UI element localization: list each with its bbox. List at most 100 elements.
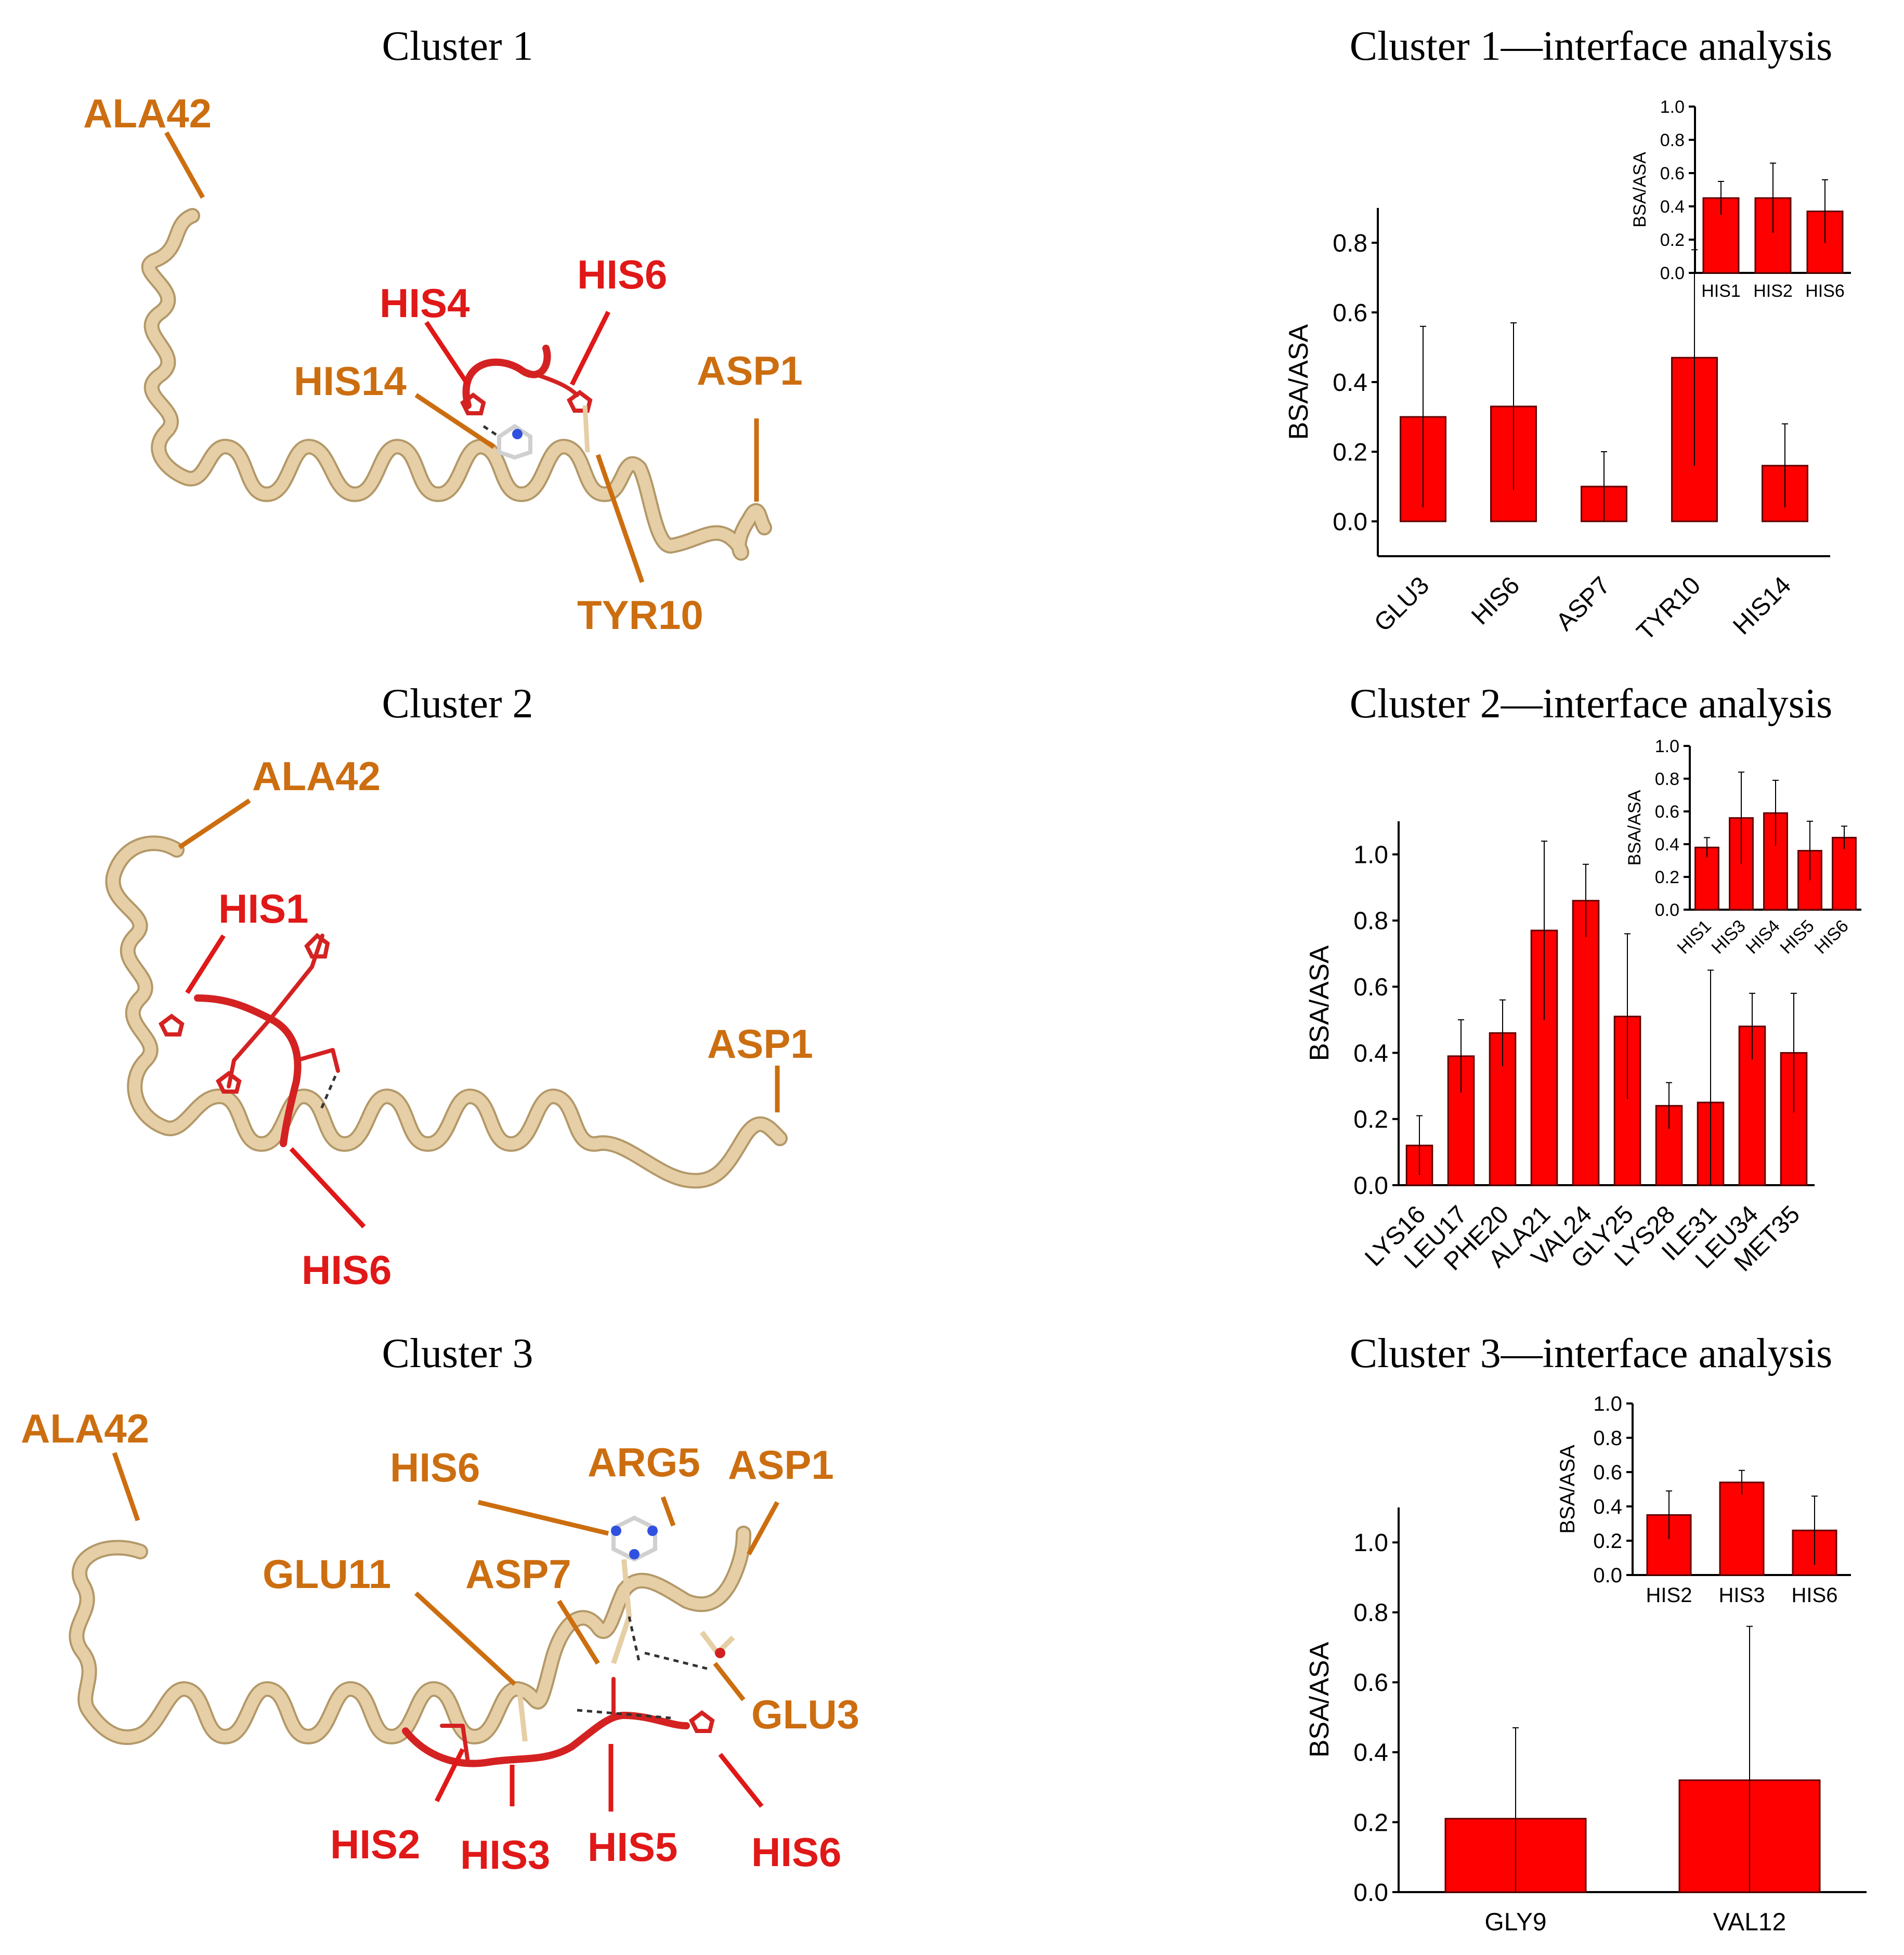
protein-ribbon-2 xyxy=(105,835,788,1189)
main-y-tick-label: 0.4 xyxy=(1353,1040,1388,1067)
his-residues-2 xyxy=(158,933,340,1147)
main-y-tick-label: 0.6 xyxy=(1333,299,1367,327)
inset-y-tick-label: 0.6 xyxy=(1655,802,1679,822)
chart-plot-1: 0.0 0.2 0.4 0.6 0.8 BSA/ASA GLU3 HIS6 ASP7 TYR10 H… xyxy=(1284,97,1851,646)
inset-x-tick-label: HIS6 xyxy=(1811,916,1853,957)
inset-y-axis-label: BSA/ASA xyxy=(1556,1445,1579,1534)
chart-title-3: Cluster 3—interface analysis xyxy=(1350,1331,1833,1376)
inset-y-tick-label: 0.2 xyxy=(1660,230,1685,250)
chart-title-2: Cluster 2—interface analysis xyxy=(1350,681,1833,727)
chart-plot-2: 0.00.20.40.60.81.0BSA/ASALYS16LEU17PHE20… xyxy=(1305,737,1861,1277)
main-x-tick-label: HIS14 xyxy=(1728,572,1796,640)
label-asp7: ASP7 xyxy=(465,1551,571,1597)
inset-x-tick-label: HIS1 xyxy=(1674,916,1715,957)
main-y-tick-label: 0.6 xyxy=(1353,974,1388,1001)
main-y-tick-label: 1.0 xyxy=(1353,1529,1388,1557)
structure-cluster-1: Cluster 1 ALA42 HIS4 HIS6 HIS14 xyxy=(83,23,803,638)
inset-y-tick-label: 1.0 xyxy=(1660,97,1685,117)
chart-plot-3: 0.0 0.2 0.4 0.6 0.8 1.0 BSA/ASA GLY9 VAL12 0.0 0.2… xyxy=(1305,1393,1867,1936)
main-y-tick-label: 0.2 xyxy=(1353,1809,1388,1836)
inset-x-tick-label: HIS2 xyxy=(1753,281,1793,301)
label-asp1: ASP1 xyxy=(707,1021,813,1067)
residue-labels-2: ALA42 HIS1 ASP1 HIS6 xyxy=(178,753,813,1293)
residue-labels-1: ALA42 HIS4 HIS6 HIS14 ASP1 TYR10 xyxy=(83,90,803,638)
structure-title-2: Cluster 2 xyxy=(382,681,533,727)
main-bar xyxy=(1572,900,1600,1186)
inset-y-axis-label: BSA/ASA xyxy=(1630,152,1650,228)
label-his1: HIS1 xyxy=(218,886,308,931)
chart-cluster-2: Cluster 2—interface analysis 0.0 0.2 0.4 0.… xyxy=(1305,681,1861,1277)
chart-title-1: Cluster 1—interface analysis xyxy=(1350,23,1833,69)
inset-y-tick-label: 0.6 xyxy=(1593,1461,1622,1484)
label-his6: HIS6 xyxy=(577,252,667,297)
protein-ribbon-1 xyxy=(141,208,772,561)
chart-cluster-1: Cluster 1—interface analysis 0.0 0.2 0.4 0.… xyxy=(1284,23,1851,646)
main-y-tick-label: 0.0 xyxy=(1353,1879,1388,1907)
inset-x-tick-label: HIS3 xyxy=(1708,916,1750,957)
inset-bar xyxy=(1832,836,1857,911)
inset-y-tick-label: 0.8 xyxy=(1593,1427,1622,1450)
inset-y-tick-label: 0.8 xyxy=(1660,130,1685,150)
structure-cluster-2: Cluster 2 ALA42 HIS1 ASP1 HIS6 xyxy=(105,681,813,1293)
inset-chart-3: 0.0 0.2 0.4 0.6 0.8 1.0 BSA/ASA HIS2 HIS3 HIS6 xyxy=(1556,1393,1851,1607)
inset-y-axis-label: BSA/ASA xyxy=(1625,790,1645,865)
label-tyr10: TYR10 xyxy=(577,592,703,638)
inset-x-tick-label: HIS2 xyxy=(1646,1584,1692,1607)
inset-y-tick-label: 0.2 xyxy=(1655,868,1679,887)
inset-y-tick-label: 1.0 xyxy=(1655,737,1679,756)
main-x-tick-label: VAL12 xyxy=(1713,1909,1786,1936)
label-glu11: GLU11 xyxy=(263,1551,391,1597)
inset-y-tick-label: 0.0 xyxy=(1660,264,1685,283)
inset-x-tick-label: HIS1 xyxy=(1701,281,1741,301)
main-y-tick-label: 0.0 xyxy=(1333,508,1367,536)
label-asp1: ASP1 xyxy=(697,348,803,393)
main-y-tick-label: 0.8 xyxy=(1353,908,1388,935)
inset-y-tick-label: 0.0 xyxy=(1655,900,1679,920)
main-y-axis-label: BSA/ASA xyxy=(1305,1642,1335,1757)
main-bar xyxy=(1738,1026,1766,1186)
label-his5: HIS5 xyxy=(588,1824,677,1870)
main-x-tick-label: ASP7 xyxy=(1551,572,1615,636)
label-ala42: ALA42 xyxy=(21,1406,149,1451)
main-y-tick-label: 0.2 xyxy=(1333,439,1367,466)
main-y-axis-label: BSA/ASA xyxy=(1284,324,1314,440)
inset-y-tick-label: 0.4 xyxy=(1593,1495,1622,1518)
label-his6: HIS6 xyxy=(302,1247,392,1293)
label-glu3: GLU3 xyxy=(751,1691,859,1737)
main-y-tick-label: 1.0 xyxy=(1353,841,1388,869)
inset-y-tick-label: 0.8 xyxy=(1655,769,1679,789)
inset-x-tick-label: HIS6 xyxy=(1792,1584,1838,1607)
label-his3: HIS3 xyxy=(460,1832,550,1878)
label-ala42: ALA42 xyxy=(252,753,381,799)
inset-x-tick-label: HIS5 xyxy=(1777,916,1818,957)
main-y-tick-label: 0.4 xyxy=(1333,369,1367,397)
label-ala42: ALA42 xyxy=(83,90,212,136)
label-asp1: ASP1 xyxy=(728,1442,834,1488)
inset-y-tick-label: 0.4 xyxy=(1655,835,1679,855)
inset-y-tick-label: 0.0 xyxy=(1593,1564,1622,1587)
inset-y-tick-label: 1.0 xyxy=(1593,1393,1622,1415)
main-x-tick-label: HIS6 xyxy=(1466,572,1525,631)
chart-cluster-3: Cluster 3—interface analysis 0.00.20.40.… xyxy=(1305,1331,1867,1936)
main-y-axis-label: BSA/ASA xyxy=(1305,945,1335,1061)
structure-title-1: Cluster 1 xyxy=(382,23,533,69)
main-y-tick-label: 0.8 xyxy=(1333,230,1367,257)
inset-y-tick-label: 0.2 xyxy=(1593,1530,1622,1553)
residue-labels-3: ALA42 HIS6 ARG5 ASP1 GLU11 ASP7 GLU3 HIS… xyxy=(21,1406,859,1878)
label-his2: HIS2 xyxy=(330,1821,420,1867)
his-residues-1 xyxy=(460,345,593,460)
inset-chart-1: 0.0 0.2 0.4 0.6 0.8 1.0 BSA/ASA HIS1 HIS2 HIS6 xyxy=(1630,97,1851,301)
main-x-tick-label: TYR10 xyxy=(1632,572,1706,646)
inset-y-tick-label: 0.6 xyxy=(1660,164,1685,183)
main-y-tick-label: 0.6 xyxy=(1353,1669,1388,1697)
label-arg5: ARG5 xyxy=(588,1439,700,1485)
main-y-tick-label: 0.4 xyxy=(1353,1739,1388,1767)
main-bar xyxy=(1530,929,1558,1186)
label-his4: HIS4 xyxy=(380,280,470,326)
main-y-tick-label: 0.2 xyxy=(1353,1106,1388,1134)
main-y-tick-label: 0.8 xyxy=(1353,1599,1388,1627)
inset-chart-2: 0.00.20.40.60.81.0BSA/ASAHIS1HIS3HIS4HIS… xyxy=(1625,737,1861,958)
label-his6-orange: HIS6 xyxy=(390,1445,480,1490)
main-x-tick-label: GLY9 xyxy=(1484,1909,1546,1936)
